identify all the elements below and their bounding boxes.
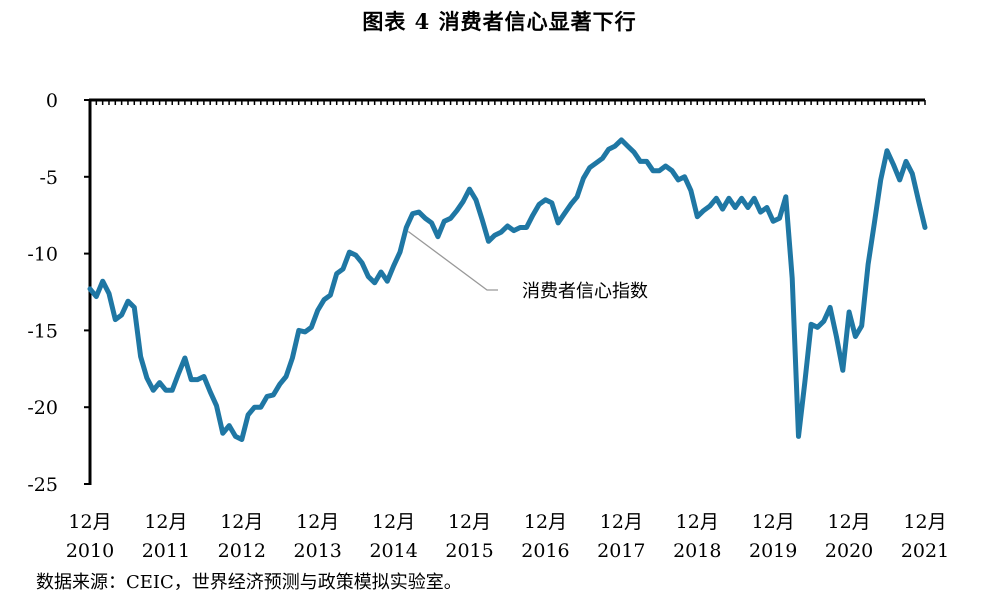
x-tick-year-label: 2013 bbox=[294, 540, 342, 562]
x-tick-month-label: 12月 bbox=[296, 511, 339, 533]
y-tick-label: -10 bbox=[27, 244, 58, 266]
chart-axes: 0 -5 -10 -15 -20 -25 12月 2010 12月 2011 12月 2012 12月 2… bbox=[27, 90, 949, 562]
x-tick-month-label: 12月 bbox=[144, 511, 187, 533]
x-tick-year-label: 2014 bbox=[369, 540, 417, 562]
x-tick-month-label: 12月 bbox=[676, 511, 719, 533]
y-tick-label: 0 bbox=[46, 90, 58, 112]
x-tick-year-label: 2020 bbox=[825, 540, 873, 562]
x-tick-year-label: 2021 bbox=[901, 540, 949, 562]
x-tick-month-label: 12月 bbox=[220, 511, 263, 533]
chart-title: 图表 4 消费者信心显著下行 bbox=[362, 9, 637, 34]
annotation-leader-line bbox=[407, 230, 498, 291]
series-layer bbox=[87, 137, 928, 442]
series-line-consumer-confidence bbox=[87, 137, 928, 442]
x-tick-month-label: 12月 bbox=[600, 511, 643, 533]
annotation-label: 消费者信心指数 bbox=[522, 281, 648, 302]
x-tick-year-label: 2010 bbox=[66, 540, 114, 562]
x-tick-year-label: 2012 bbox=[218, 540, 266, 562]
y-tick-label: -15 bbox=[27, 320, 58, 342]
x-tick-year-label: 2011 bbox=[142, 540, 190, 562]
source-note: 数据来源：CEIC，世界经济预测与政策模拟实验室。 bbox=[36, 572, 462, 593]
x-tick-month-label: 12月 bbox=[752, 511, 795, 533]
y-tick-label: -20 bbox=[27, 397, 58, 419]
y-tick-label: -25 bbox=[27, 474, 58, 496]
x-tick-month-label: 12月 bbox=[903, 511, 946, 533]
x-tick-year-label: 2015 bbox=[445, 540, 493, 562]
x-tick-month-label: 12月 bbox=[448, 511, 491, 533]
x-tick-month-label: 12月 bbox=[524, 511, 567, 533]
annotation-layer: 消费者信心指数 bbox=[407, 230, 648, 302]
x-tick-year-label: 2017 bbox=[597, 540, 645, 562]
x-tick-year-label: 2019 bbox=[749, 540, 797, 562]
x-tick-year-label: 2016 bbox=[521, 540, 569, 562]
x-tick-month-label: 12月 bbox=[372, 511, 415, 533]
x-tick-month-label: 12月 bbox=[68, 511, 111, 533]
x-tick-month-label: 12月 bbox=[827, 511, 870, 533]
x-tick-year-label: 2018 bbox=[673, 540, 721, 562]
y-tick-label: -5 bbox=[39, 167, 58, 189]
